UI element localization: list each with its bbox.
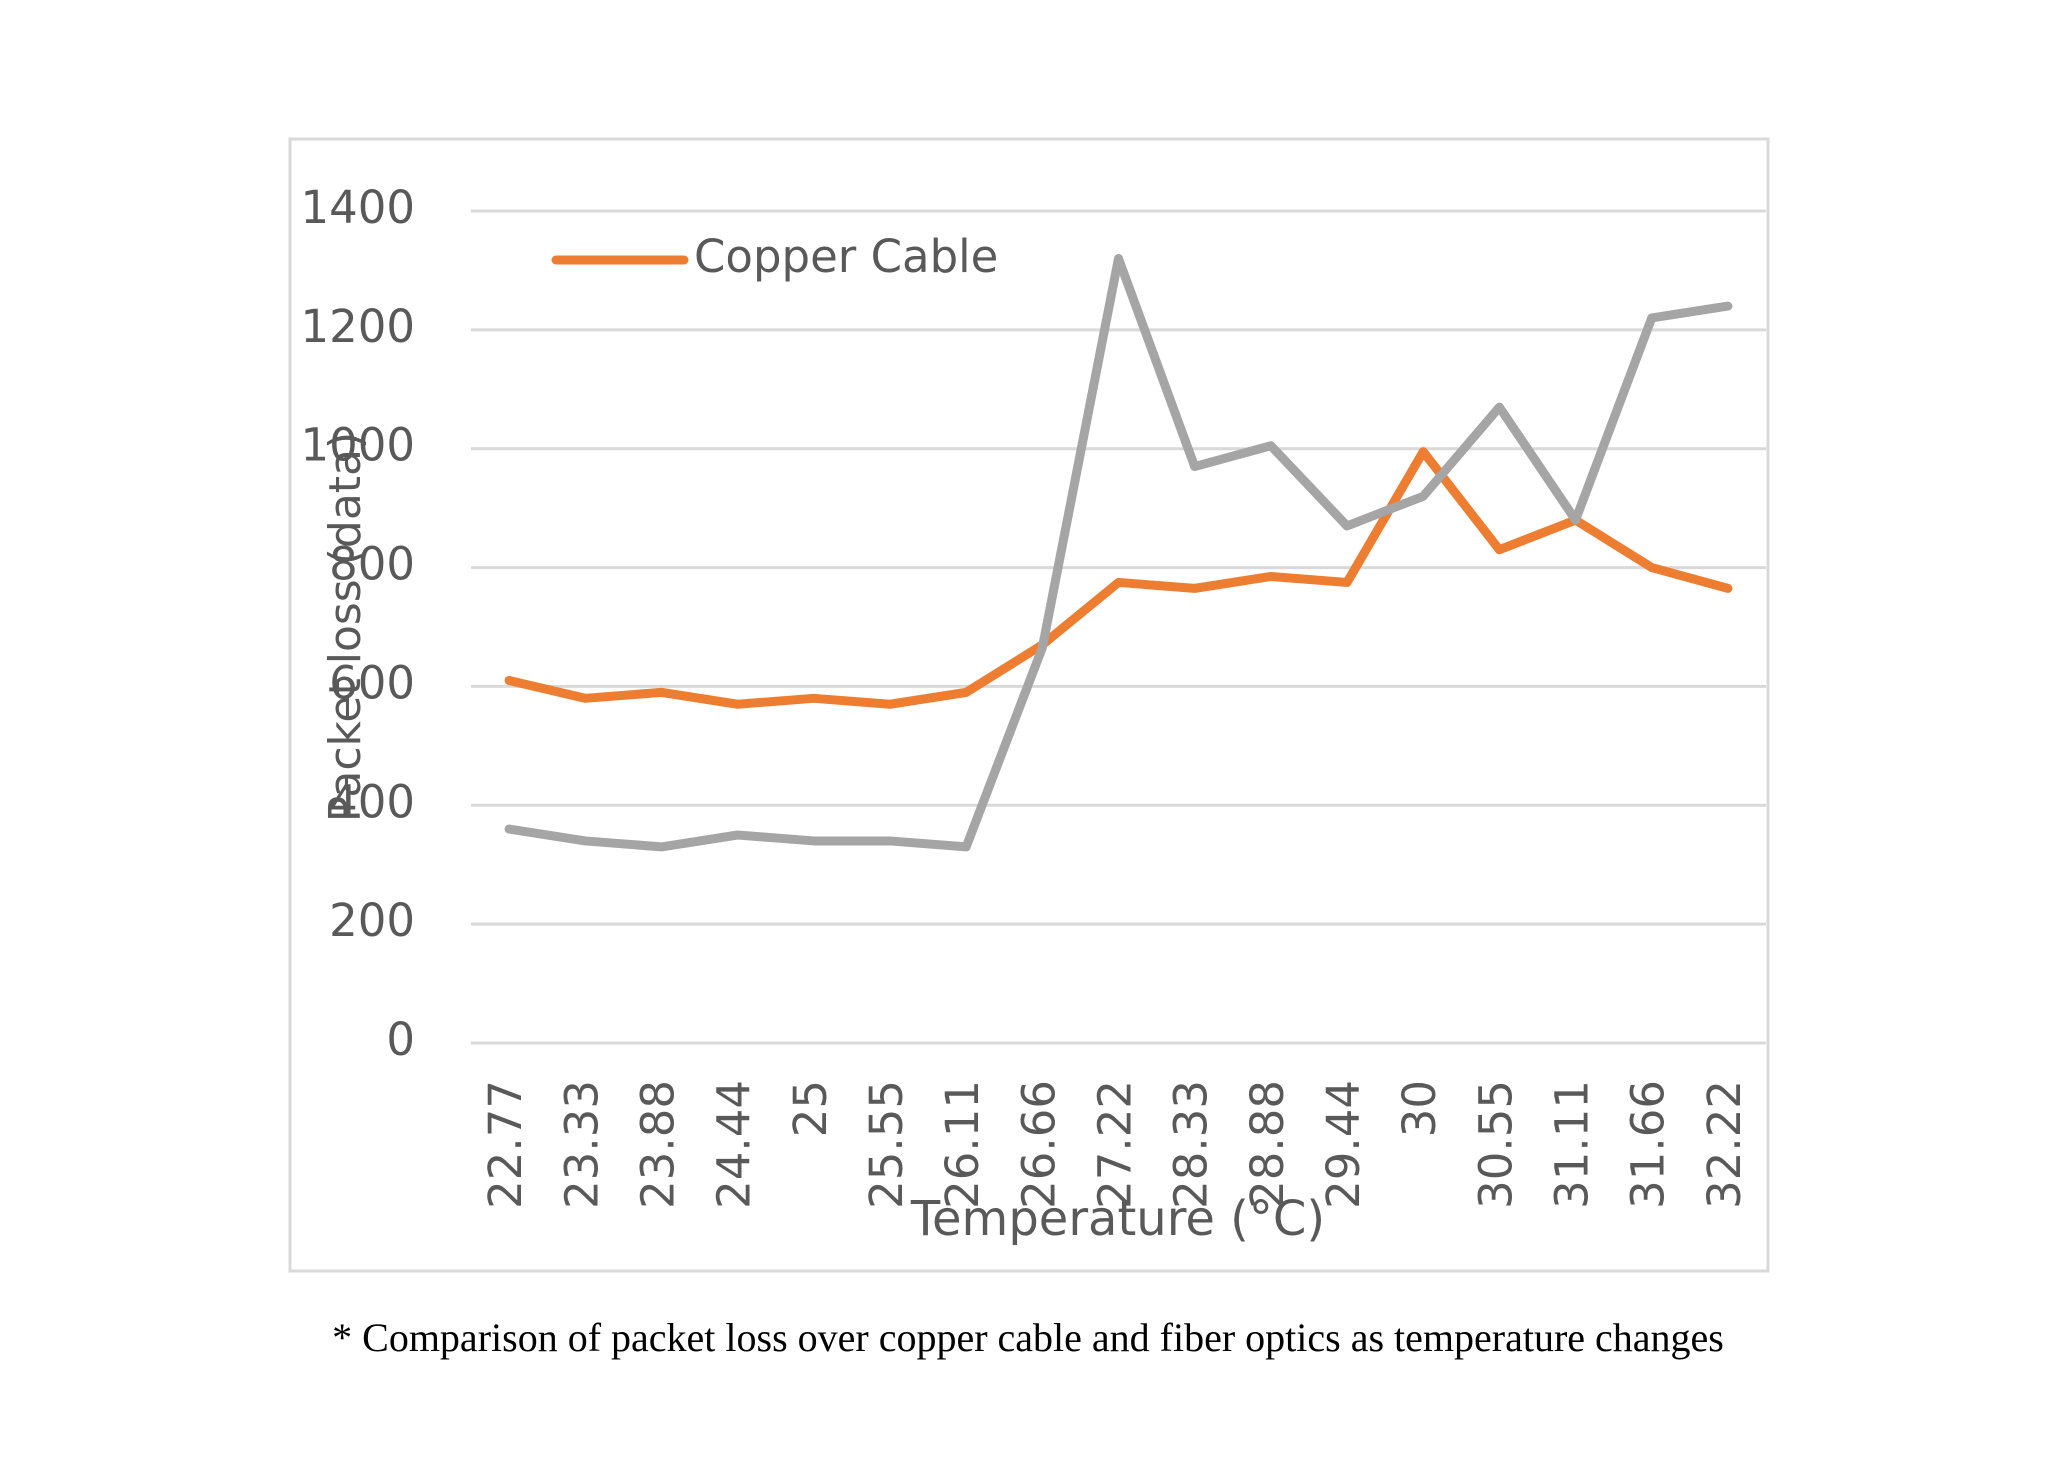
y-tick-label: 1400: [300, 181, 415, 234]
chart-frame: [288, 137, 1770, 1273]
x-axis-title: Temperature (°C): [910, 1191, 1325, 1247]
y-tick-label: 400: [329, 775, 415, 828]
y-tick-label: 800: [329, 538, 415, 591]
x-tick-label: 22.77: [479, 1080, 532, 1209]
x-tick-label: 32.22: [1698, 1080, 1751, 1209]
x-tick-label: 28.88: [1241, 1080, 1294, 1209]
x-tick-label: 26.11: [936, 1080, 989, 1209]
x-tick-label: 27.22: [1089, 1080, 1142, 1209]
x-tick-label: 23.88: [631, 1080, 684, 1209]
x-tick-label: 28.33: [1165, 1080, 1218, 1209]
y-tick-label: 1200: [300, 300, 415, 353]
caption: * Comparison of packet loss over copper …: [332, 1315, 1724, 1360]
y-tick-label: 200: [329, 894, 415, 947]
x-tick-label: 29.44: [1317, 1080, 1370, 1209]
y-tick-label: 600: [329, 656, 415, 709]
x-tick-label: 23.33: [555, 1080, 608, 1209]
x-tick-label: 26.66: [1012, 1080, 1065, 1209]
series-line: [504, 254, 1733, 852]
x-tick-label: 25.55: [860, 1080, 913, 1209]
y-tick-label: 1000: [300, 419, 415, 472]
series-line: [504, 447, 1733, 709]
y-axis-title: Packet loss (data): [320, 432, 371, 822]
x-tick-label: 31.66: [1622, 1080, 1675, 1209]
x-tick-label: 30.55: [1469, 1080, 1522, 1209]
y-tick-label: 0: [386, 1013, 415, 1066]
x-tick-label: 30: [1393, 1080, 1446, 1137]
x-tick-label: 24.44: [708, 1080, 761, 1209]
legend-label: Copper Cable: [694, 230, 998, 283]
x-tick-label: 31.11: [1546, 1080, 1599, 1209]
x-tick-label: 25: [784, 1080, 837, 1137]
